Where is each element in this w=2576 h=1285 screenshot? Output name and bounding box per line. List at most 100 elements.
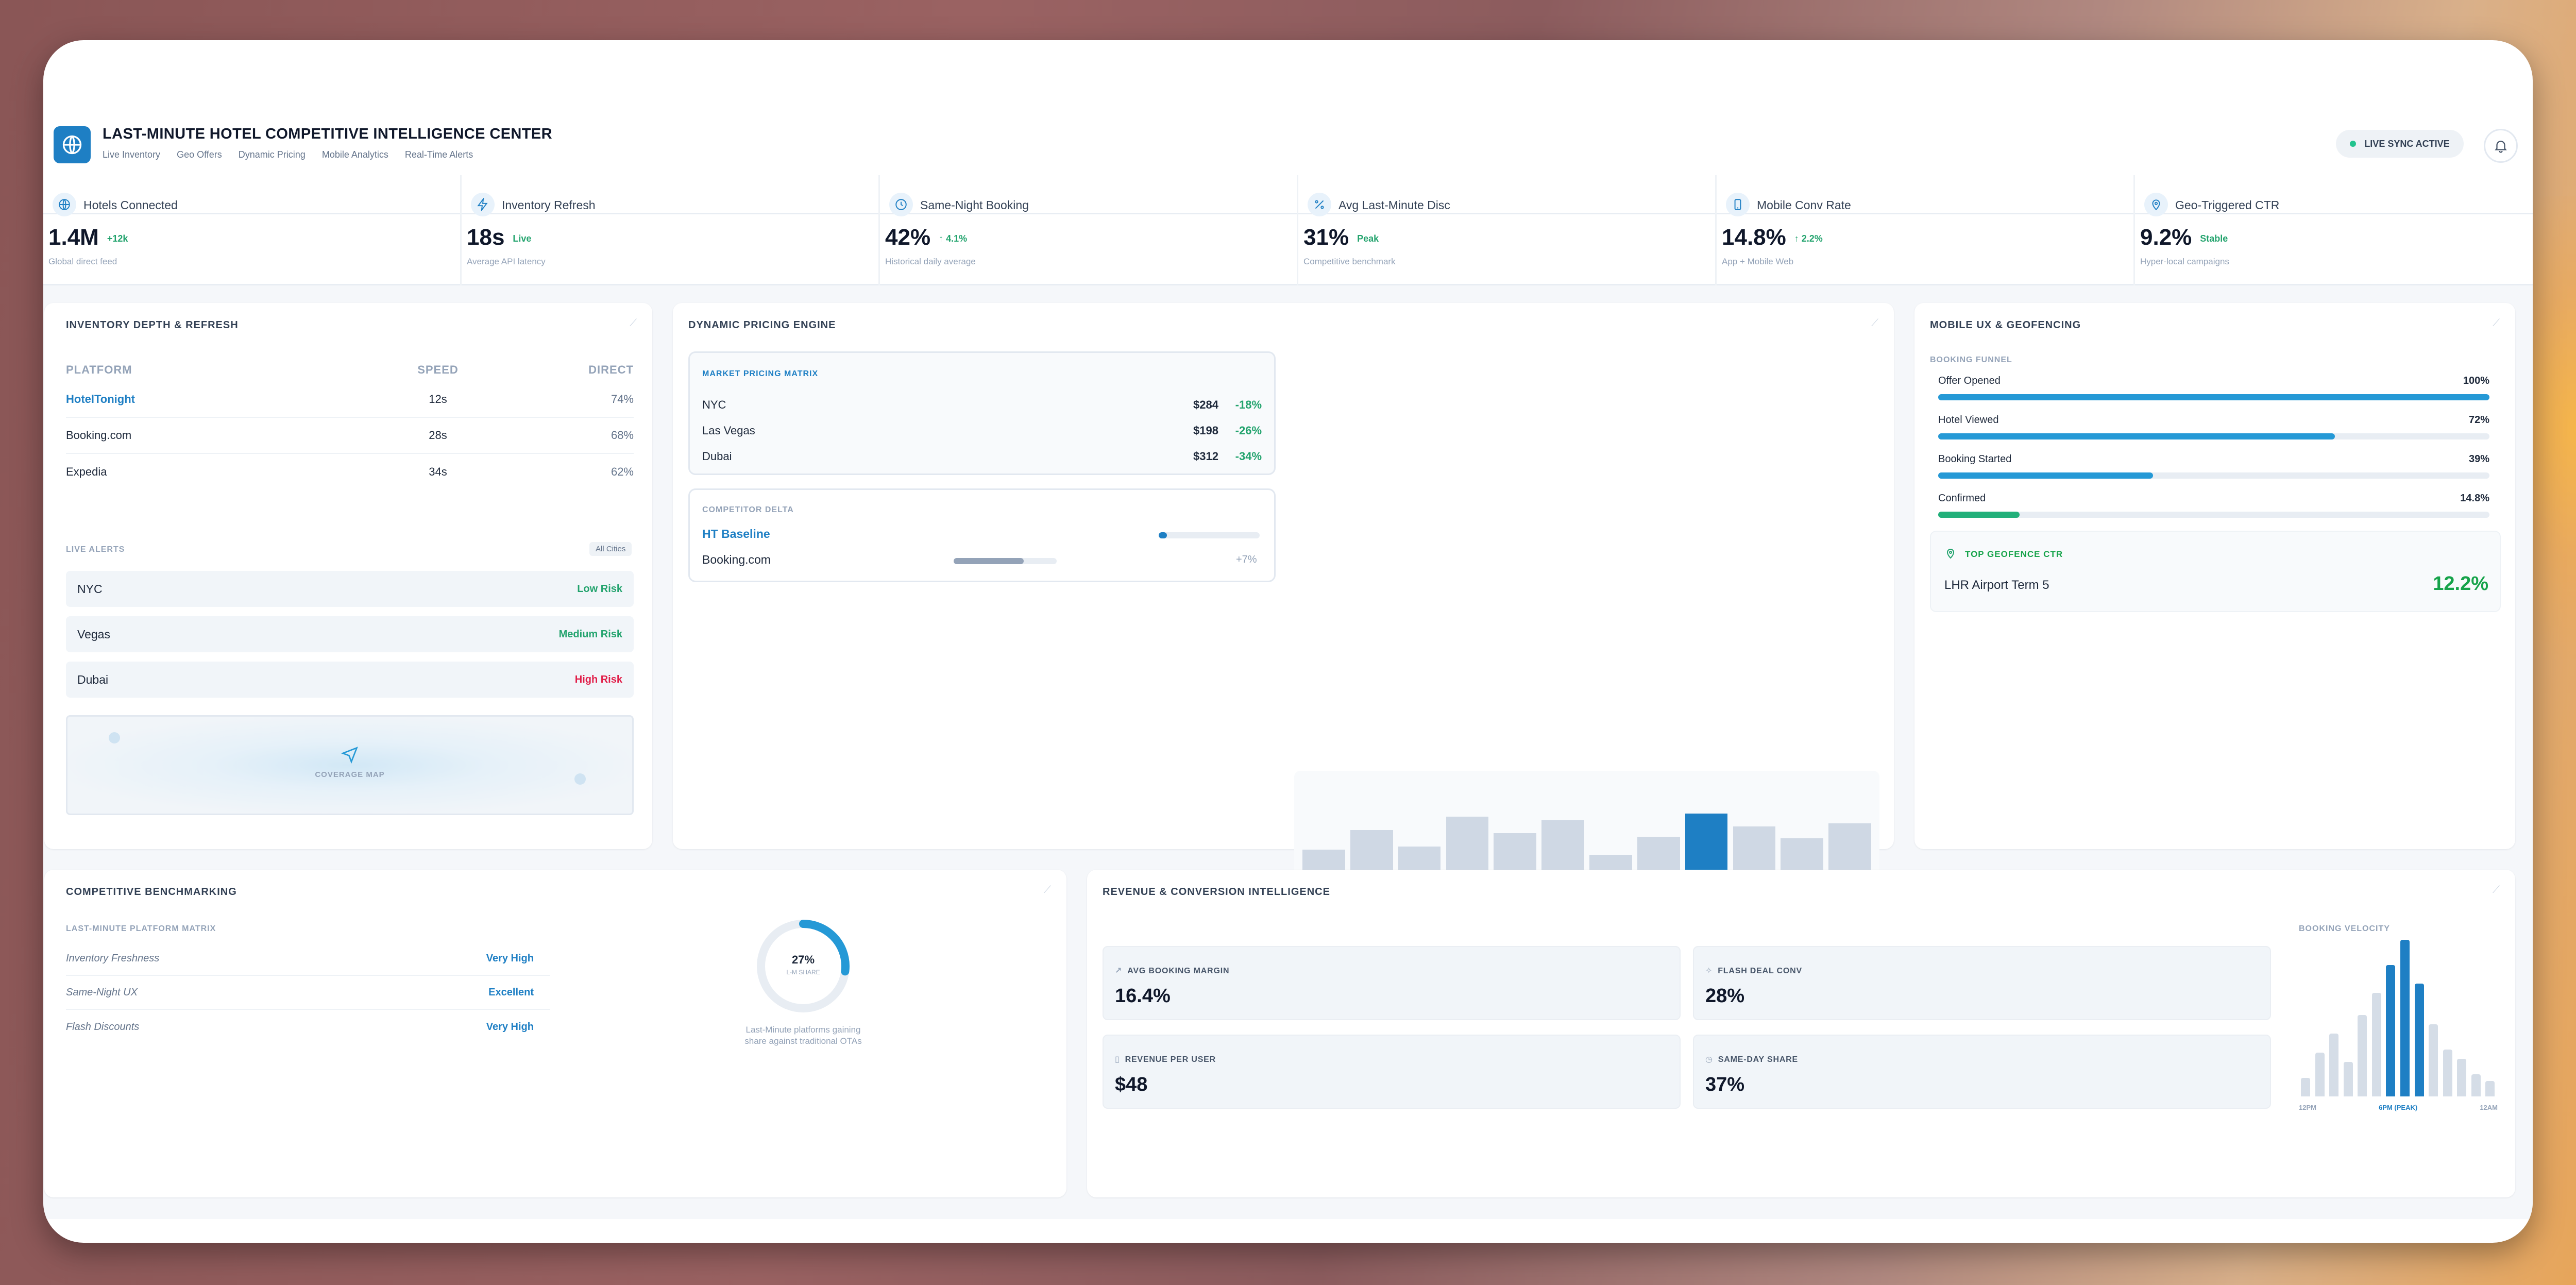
- alert-row[interactable]: Vegas Medium Risk: [66, 616, 634, 652]
- navigation-arrow-icon: [67, 746, 632, 767]
- platform-name[interactable]: Expedia: [66, 465, 107, 478]
- nav-live-inventory[interactable]: Live Inventory: [103, 149, 161, 160]
- kpi-value: 31% Peak: [1303, 225, 1379, 250]
- donut-caption-line: share against traditional OTAs: [744, 1036, 862, 1046]
- panel-title: COMPETITIVE BENCHMARKING: [66, 886, 237, 898]
- alert-row[interactable]: Dubai High Risk: [66, 662, 634, 698]
- velocity-bar: [2358, 1015, 2367, 1096]
- kpi-sub: Historical daily average: [885, 257, 976, 266]
- main-nav: Live Inventory Geo Offers Dynamic Pricin…: [103, 149, 473, 160]
- kpi-trend: ↑ 2.2%: [1794, 233, 1823, 244]
- alert-row[interactable]: NYC Low Risk: [66, 571, 634, 607]
- alerts-filter-button[interactable]: All Cities: [589, 542, 632, 556]
- notification-bell-icon[interactable]: [2484, 129, 2518, 163]
- funnel-row[interactable]: Hotel Viewed 72%: [1938, 414, 2489, 439]
- kpi-value: 42% ↑ 4.1%: [885, 225, 968, 250]
- mobile-panel: MOBILE UX & GEOFENCING ⟋ BOOKING FUNNEL …: [1914, 303, 2515, 849]
- velocity-title: BOOKING VELOCITY: [2299, 924, 2390, 933]
- expand-icon[interactable]: ⟋: [1871, 317, 1878, 329]
- matrix-row[interactable]: Dubai $312 -34%: [702, 444, 1262, 469]
- app-window: LAST-MINUTE HOTEL COMPETITIVE INTELLIGEN…: [43, 40, 2533, 1243]
- funnel-label: Hotel Viewed: [1938, 414, 1999, 426]
- expand-icon[interactable]: ⟋: [2493, 884, 2500, 895]
- metric-card[interactable]: ↗ AVG BOOKING MARGIN 16.4%: [1103, 946, 1681, 1020]
- benchmark-panel: COMPETITIVE BENCHMARKING ⟋ LAST-MINUTE P…: [44, 870, 1066, 1197]
- price-bar: [1398, 846, 1441, 873]
- delta-name[interactable]: HT Baseline: [702, 527, 770, 540]
- velocity-bar: [2301, 1077, 2310, 1096]
- market-pricing-matrix: MARKET PRICING MATRIX NYC $284 -18% Las Ve…: [688, 351, 1276, 475]
- platform-name[interactable]: Booking.com: [66, 417, 397, 454]
- top-geofence-card[interactable]: TOP GEOFENCE CTR LHR Airport Term 5 12.2…: [1930, 531, 2501, 612]
- table-row[interactable]: HotelTonight 12s 74%: [66, 381, 634, 418]
- benchmark-label: Flash Discounts: [66, 1021, 140, 1033]
- kpi-inventory-refresh[interactable]: Inventory Refresh 18s Live Average API la…: [462, 175, 880, 285]
- kpi-same-night-booking[interactable]: Same-Night Booking 42% ↑ 4.1% Historical …: [880, 175, 1298, 285]
- matrix-row[interactable]: NYC $284 -18%: [702, 392, 1262, 418]
- funnel-fill: [1938, 433, 2335, 439]
- delta-name[interactable]: Booking.com: [702, 553, 771, 566]
- kpi-hotels-connected[interactable]: Hotels Connected 1.4M +12k Global direct …: [43, 175, 462, 285]
- matrix-row[interactable]: Las Vegas $198 -26%: [702, 418, 1262, 444]
- kpi-sub: Global direct feed: [48, 257, 117, 266]
- funnel-track: [1938, 472, 2489, 479]
- benchmark-row[interactable]: Flash Discounts Very High: [66, 1010, 550, 1044]
- platform-name[interactable]: HotelTonight: [66, 381, 397, 418]
- kpi-sub: App + Mobile Web: [1722, 257, 1794, 266]
- metric-card[interactable]: ✧ FLASH DEAL CONV 28%: [1693, 946, 2271, 1020]
- nav-mobile-analytics[interactable]: Mobile Analytics: [321, 149, 388, 160]
- nav-geo-offers[interactable]: Geo Offers: [177, 149, 222, 160]
- coverage-map[interactable]: COVERAGE MAP: [66, 715, 634, 815]
- expand-icon[interactable]: ⟋: [630, 317, 637, 329]
- metric-card[interactable]: ◷ SAME-DAY SHARE 37%: [1693, 1035, 2271, 1109]
- kpi-trend: Live: [513, 233, 532, 244]
- metric-value: 16.4%: [1115, 985, 1171, 1007]
- table-row[interactable]: Expedia 34s 62%: [66, 453, 634, 489]
- expand-icon[interactable]: ⟋: [1044, 884, 1051, 895]
- funnel-fill: [1938, 472, 2154, 479]
- funnel-fill: [1938, 394, 2489, 400]
- metric-card[interactable]: ▯ REVENUE PER USER $48: [1103, 1035, 1681, 1109]
- metric-value: $48: [1115, 1074, 1148, 1095]
- velocity-axis: 12PM 6PM (PEAK) 12AM: [2299, 1104, 2498, 1111]
- nav-real-time-alerts[interactable]: Real-Time Alerts: [404, 149, 473, 160]
- delta-title: COMPETITOR DELTA: [702, 505, 794, 514]
- benchmark-row[interactable]: Same-Night UX Excellent: [66, 976, 550, 1010]
- risk-badge: High Risk: [574, 673, 622, 685]
- funnel-value: 14.8%: [2460, 493, 2489, 504]
- metric-label: ✧ FLASH DEAL CONV: [1705, 967, 1802, 975]
- direct-value: 68%: [479, 417, 634, 454]
- globe-icon: [53, 193, 76, 216]
- alert-city: NYC: [77, 582, 103, 596]
- benchmark-row[interactable]: Inventory Freshness Very High: [66, 942, 550, 976]
- expand-icon[interactable]: ⟋: [2493, 317, 2500, 329]
- kpi-avg-discount[interactable]: Avg Last-Minute Disc 31% Peak Competitive…: [1298, 175, 1717, 285]
- funnel-row[interactable]: Booking Started 39%: [1938, 453, 2489, 479]
- funnel-row[interactable]: Confirmed 14.8%: [1938, 493, 2489, 518]
- kpi-trend: ↑ 4.1%: [939, 233, 968, 244]
- nav-dynamic-pricing[interactable]: Dynamic Pricing: [238, 149, 306, 160]
- metric-label: ↗ AVG BOOKING MARGIN: [1115, 967, 1230, 975]
- funnel-track: [1938, 433, 2489, 439]
- kpi-label: Same-Night Booking: [920, 198, 1029, 212]
- geofence-title: TOP GEOFENCE CTR: [1965, 549, 2063, 559]
- kpi-label: Mobile Conv Rate: [1757, 198, 1851, 212]
- table-row[interactable]: Booking.com 28s 68%: [66, 417, 634, 454]
- pricing-panel: DYNAMIC PRICING ENGINE ⟋ MARKET PRICING …: [673, 303, 1894, 877]
- kpi-geo-triggered-ctr[interactable]: Geo-Triggered CTR 9.2% Stable Hyper-local…: [2135, 175, 2533, 285]
- globe-logo-icon[interactable]: [54, 126, 91, 163]
- price-bar: [1350, 830, 1393, 873]
- funnel-row[interactable]: Offer Opened 100%: [1938, 375, 2489, 400]
- matrix-rows: NYC $284 -18% Las Vegas $198 -26% Dubai $312 -…: [702, 392, 1262, 469]
- velocity-bar: [2371, 993, 2381, 1096]
- geofence-place: LHR Airport Term 5: [1944, 578, 2049, 592]
- live-sync-badge: LIVE SYNC ACTIVE: [2336, 130, 2464, 158]
- col-platform: PLATFORM: [66, 363, 132, 376]
- metric-label: ◷ SAME-DAY SHARE: [1705, 1055, 1798, 1064]
- kpi-mobile-conv-rate[interactable]: Mobile Conv Rate 14.8% ↑ 2.2% App + Mobil…: [1717, 175, 2135, 285]
- benchmark-label: Inventory Freshness: [66, 952, 160, 964]
- flash-icon: ✧: [1705, 967, 1713, 975]
- delta-value: -18%: [1235, 398, 1262, 411]
- matrix-title: MARKET PRICING MATRIX: [702, 369, 819, 378]
- price-bars: [1302, 790, 1871, 873]
